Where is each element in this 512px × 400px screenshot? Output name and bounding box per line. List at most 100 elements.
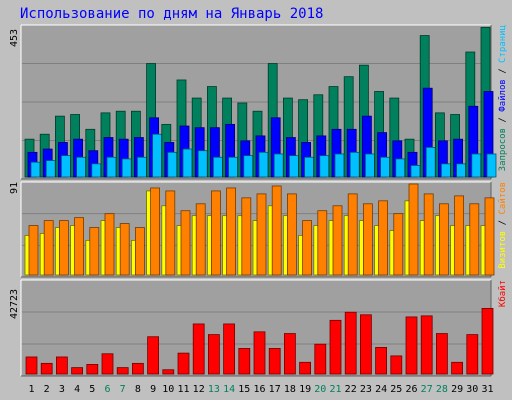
panel-middle: 91 Визитов / Сайтов [9,181,508,278]
x-tick-label: 2 [44,384,50,395]
bar-bottom-1 [435,333,448,375]
bar-bottom-1 [56,356,68,375]
bar-middle-2 [74,217,84,276]
bar-bottom-1 [268,348,281,375]
bar-middle-2 [454,195,465,276]
bar-bottom-1 [405,316,418,375]
bar-bottom-1 [466,334,479,375]
bar-bottom-1 [420,315,433,375]
bar-middle-2 [317,210,328,276]
bar-top-3 [197,150,208,178]
bar-top-3 [304,156,315,178]
bar-middle-2 [119,223,130,276]
legend-item: / [498,112,508,128]
x-tick-label: 3 [59,384,65,395]
x-tick-label: 27 [421,384,433,395]
bar-top-3 [410,165,421,178]
bar-bottom-1 [390,355,403,375]
bar-middle-2 [423,193,434,276]
legend-item: Запросов [498,128,508,171]
y-max-label: 91 [9,182,20,194]
bar-top-3 [121,158,132,178]
bar-top-3 [364,153,375,178]
bar-top-3 [395,158,406,178]
bar-bottom-1 [25,356,38,375]
bar-bottom-1 [283,333,296,375]
x-tick-label: 25 [390,384,402,395]
legend: Запросов / Файлов / Страниц [498,25,508,171]
bar-middle-2 [347,193,358,276]
bar-bottom-1 [116,367,129,375]
bar-bottom-1 [299,361,312,375]
x-tick-label: 24 [375,384,387,395]
bar-bottom-1 [101,353,114,375]
bar-top-3 [182,148,193,178]
legend: Кбайт [497,280,508,307]
legend-item: Кбайт [497,280,508,307]
x-tick-label: 26 [405,384,417,395]
x-tick-label: 18 [284,384,296,395]
bar-top-3 [288,155,299,178]
y-max-label: 42723 [9,289,20,319]
bar-middle-2 [484,197,495,276]
x-tick-label: 14 [223,384,235,395]
bar-top-3 [228,156,239,178]
x-tick-label: 28 [436,384,448,395]
bar-bottom-1 [131,362,144,375]
panel-bottom: 42723 Кбайт [9,279,508,377]
legend-item: Страниц [498,25,508,63]
bar-top-3 [273,153,284,178]
x-tick-label: 20 [314,384,326,395]
bar-bottom-1 [162,369,175,375]
x-tick-label: 7 [120,384,126,395]
bar-middle-2 [378,200,389,276]
bar-bottom-1 [451,361,464,375]
bar-bottom-1 [344,311,357,375]
bar-bottom-1 [40,362,53,375]
bar-bottom-1 [238,348,251,375]
bar-middle-2 [210,190,221,276]
panel-top: 453 Запросов / Файлов / Страниц [9,24,508,180]
x-tick-label: 19 [299,384,311,395]
bar-top-3 [76,156,86,178]
bar-top-3 [334,153,345,178]
bar-middle-2 [469,203,480,276]
bar-top-3 [91,163,102,178]
bar-top-3 [440,163,451,178]
x-tick-label: 21 [329,384,341,395]
bar-top-3 [319,155,330,178]
legend-item: Визитов [498,231,508,269]
bar-bottom-1 [207,334,220,375]
bar-middle-2 [89,227,100,276]
bar-middle-2 [59,220,69,276]
bar-bottom-1 [86,364,99,375]
x-tick-label: 11 [177,384,189,395]
x-tick-label: 4 [74,384,80,395]
x-tick-label: 8 [135,384,141,395]
bar-middle-2 [43,220,54,276]
bar-middle-2 [438,203,449,276]
bar-top-3 [380,156,391,178]
x-tick-label: 9 [150,384,156,395]
bar-bottom-1 [375,346,388,375]
chart-title: Использование по дням на Январь 2018 [20,6,324,22]
x-tick-label: 12 [193,384,205,395]
x-tick-label: 22 [345,384,357,395]
bar-middle-2 [195,203,206,276]
bar-top-3 [167,151,178,178]
legend-item: Сайтов [498,182,508,215]
x-tick-label: 31 [481,384,493,395]
x-tick-label: 15 [238,384,250,395]
y-max-label: 453 [9,29,20,47]
legend-item: Файлов [498,79,508,112]
bar-bottom-1 [329,319,342,375]
bar-middle-2 [165,190,176,276]
bar-middle-2 [104,213,115,276]
bar-top-3 [212,156,223,178]
x-tick-label: 29 [451,384,463,395]
bar-bottom-1 [314,343,327,375]
bar-top-3 [30,161,41,178]
bar-bottom-1 [177,352,190,375]
bar-middle-2 [226,187,237,276]
bar-top-3 [61,155,71,178]
